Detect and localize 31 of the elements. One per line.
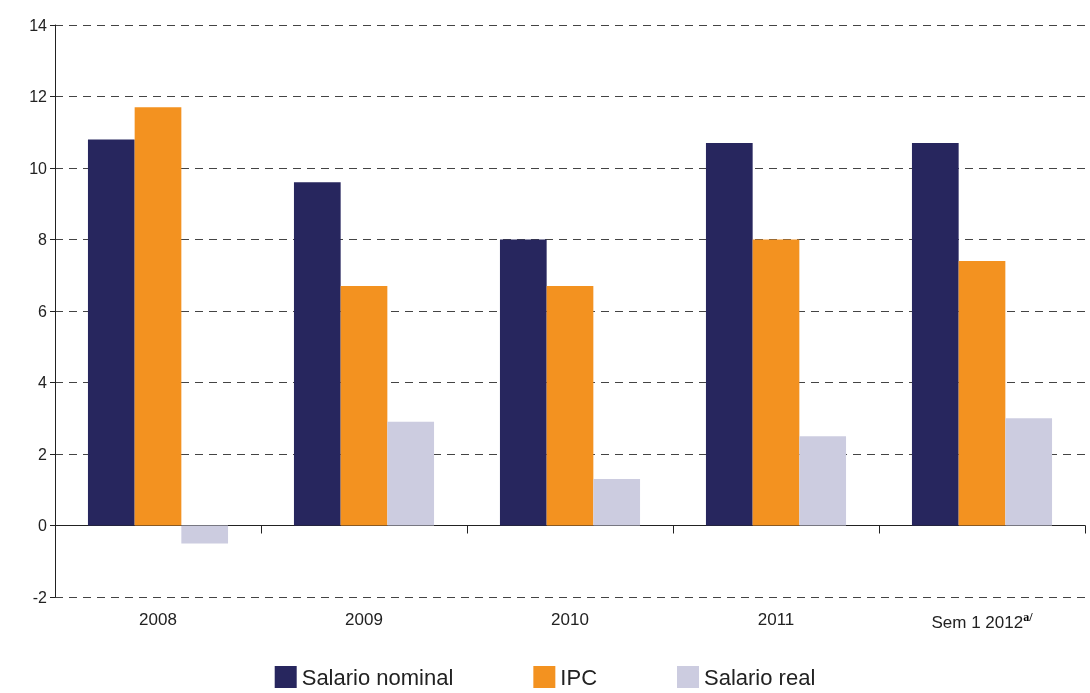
x-tick-label: 2009 [345, 610, 383, 629]
x-tick-label: 2008 [139, 610, 177, 629]
bar [705, 142, 753, 526]
legend-label: Salario nominal [301, 664, 454, 690]
y-tick-label: 8 [38, 231, 48, 248]
y-tick-label: 6 [38, 302, 48, 320]
legend-label: IPC [560, 664, 598, 690]
bar [387, 421, 435, 526]
bar [799, 436, 847, 526]
y-tick-label: 14 [29, 16, 48, 34]
y-tick-label: 0 [38, 517, 48, 534]
bar [293, 182, 341, 526]
bar [911, 142, 959, 526]
y-tick-label: 10 [29, 159, 48, 177]
bar [958, 260, 1006, 526]
y-tick-label: -2 [32, 588, 48, 606]
bar [340, 285, 388, 526]
y-tick-label: 12 [29, 88, 48, 105]
y-tick-label: 4 [38, 374, 48, 391]
bar [181, 525, 229, 544]
bar [87, 139, 135, 526]
bar [1005, 418, 1053, 526]
x-tick-label: 2010 [551, 610, 589, 629]
x-tick-label: 2011 [757, 610, 795, 629]
bar [499, 239, 547, 526]
bar [546, 285, 594, 526]
bar [752, 239, 800, 526]
bar [134, 107, 182, 526]
bar [593, 479, 641, 526]
y-tick-label: 2 [38, 445, 48, 463]
legend-label: Salario real [704, 664, 816, 690]
